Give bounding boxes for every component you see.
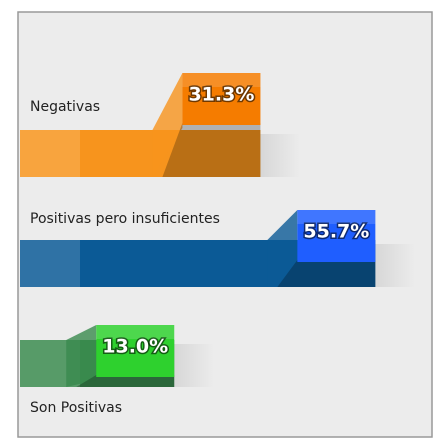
bar-side	[277, 260, 376, 287]
bar-side	[76, 375, 175, 387]
bar-slant	[267, 210, 298, 287]
value-box	[96, 325, 175, 377]
bar-highlight	[20, 240, 80, 287]
value-label: 55.7%	[303, 221, 369, 243]
value-label: 13.0%	[102, 336, 168, 358]
category-label: Positivas pero insuficientes	[30, 211, 220, 227]
value-label: 31.3%	[188, 84, 254, 106]
bar-side	[162, 123, 261, 177]
category-label: Son Positivas	[30, 400, 122, 416]
value-box	[297, 210, 376, 262]
bar-highlight	[20, 130, 80, 177]
category-label: Negativas	[30, 99, 100, 115]
value-box-shine	[182, 73, 261, 87]
value-box	[182, 73, 261, 125]
bar-slant	[66, 325, 97, 387]
bar-slant	[152, 73, 183, 177]
value-box-shine	[297, 210, 376, 224]
bar	[20, 130, 261, 177]
plot: 31.3% Negativas 55.7% Positivas pero insufi…	[20, 73, 416, 416]
value-box-shine	[96, 325, 175, 339]
